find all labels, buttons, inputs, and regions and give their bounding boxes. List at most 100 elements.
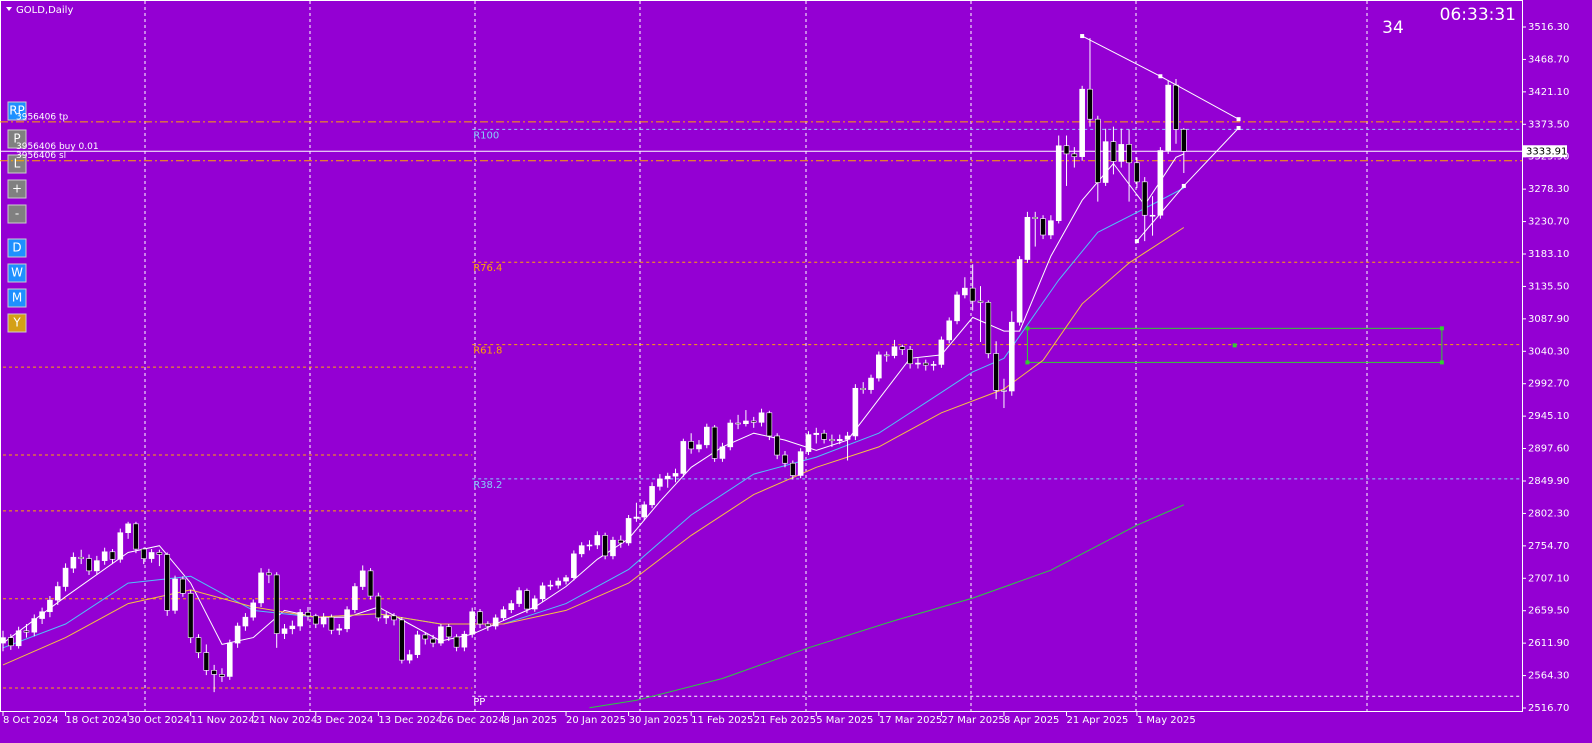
- candle-body: [657, 478, 663, 487]
- v-grid: [144, 1, 1368, 711]
- candle-body: [242, 616, 249, 627]
- timer: 06:33:31: [1440, 5, 1516, 25]
- tool-button-label[interactable]: D: [12, 241, 21, 255]
- trendline-handle: [1080, 34, 1085, 39]
- candle-body: [1149, 214, 1156, 217]
- candle-body: [266, 572, 272, 576]
- tool-button-label[interactable]: P: [13, 132, 20, 146]
- tool-button-label[interactable]: M: [12, 291, 22, 305]
- y-tick-label: 3087.90: [1528, 314, 1569, 325]
- candle-body: [1040, 218, 1046, 236]
- candle-body: [359, 570, 366, 587]
- trendline-handle: [1236, 126, 1241, 131]
- tool-button[interactable]: [7, 313, 27, 333]
- candle-body: [711, 426, 718, 459]
- candle-body: [868, 377, 874, 390]
- y-tick-label: 3421.10: [1528, 87, 1569, 98]
- candle-body: [625, 518, 632, 544]
- candle-body: [1048, 220, 1054, 236]
- pivot-label: R100: [473, 130, 499, 141]
- tool-button[interactable]: [7, 263, 27, 283]
- candle-body: [422, 634, 429, 640]
- tool-button-label[interactable]: +: [12, 182, 22, 196]
- candle-body: [164, 554, 171, 611]
- candle-body: [977, 300, 984, 303]
- candle-body: [1055, 145, 1062, 221]
- tool-button[interactable]: [7, 179, 27, 199]
- candle-body: [790, 462, 796, 476]
- y-tick-label: 2992.70: [1528, 379, 1569, 390]
- tool-button[interactable]: [7, 204, 27, 224]
- candle-body: [180, 578, 186, 594]
- candle-body: [782, 454, 788, 464]
- candle-body: [555, 580, 562, 586]
- tool-button-label[interactable]: L: [14, 157, 21, 171]
- candle-body: [101, 551, 108, 561]
- candle-body: [1134, 162, 1140, 183]
- candle-body: [766, 412, 773, 437]
- candle-body: [883, 354, 890, 357]
- candle-body: [907, 349, 913, 365]
- candle-body: [821, 432, 827, 440]
- candle-body: [305, 612, 311, 617]
- candle-body: [187, 593, 194, 638]
- candle-body: [1024, 216, 1031, 260]
- candle-body: [641, 504, 648, 518]
- tool-button[interactable]: [7, 129, 27, 149]
- candle-body: [743, 420, 749, 425]
- candle-body: [23, 630, 30, 633]
- candle-body: [954, 294, 960, 322]
- candle-body: [0, 637, 6, 644]
- candle-body: [117, 532, 124, 560]
- candle-body: [1063, 145, 1070, 155]
- candle-body: [1110, 141, 1117, 162]
- candle-body: [727, 422, 734, 448]
- y-tick-label: 2659.50: [1528, 606, 1569, 617]
- x-tick-label: 21 Apr 2025: [1067, 715, 1129, 726]
- zone-handle: [1232, 343, 1237, 348]
- tool-button-label[interactable]: RP: [9, 104, 25, 118]
- candle-body: [1157, 150, 1164, 216]
- tool-button[interactable]: [7, 238, 27, 258]
- tool-button-label[interactable]: -: [15, 207, 19, 221]
- candle-body: [234, 625, 241, 644]
- order-label: 3956406 buy 0.01: [16, 142, 99, 152]
- y-tick-label: 3183.10: [1528, 249, 1569, 260]
- pivot-label: R76.4: [473, 263, 502, 274]
- candle-body: [211, 670, 217, 675]
- tool-button[interactable]: [7, 288, 27, 308]
- tool-button-label[interactable]: Y: [12, 316, 21, 330]
- candle-body: [86, 558, 92, 572]
- candle-body: [383, 615, 389, 619]
- candle-body: [297, 612, 303, 627]
- candle-body: [946, 320, 953, 341]
- candle-body: [391, 615, 397, 621]
- candle-body: [829, 439, 835, 442]
- x-tick-label: 5 Mar 2025: [816, 715, 873, 726]
- candle-body: [1032, 216, 1039, 219]
- x-tick-label: 26 Dec 2024: [441, 715, 505, 726]
- candle-body: [125, 523, 131, 534]
- pivot-label: R38.2: [473, 480, 502, 491]
- menu-arrow[interactable]: [6, 7, 12, 11]
- y-tick-label: 3373.50: [1528, 119, 1569, 130]
- candle-body: [1001, 390, 1007, 392]
- tool-button[interactable]: [7, 154, 27, 174]
- y-tick-label: 2897.60: [1528, 444, 1569, 455]
- y-tick-label: 2564.30: [1528, 671, 1569, 682]
- tool-button[interactable]: [7, 101, 27, 121]
- y-tick-label: 3468.70: [1528, 54, 1569, 65]
- candle-body: [1141, 181, 1148, 216]
- pivot-label: R61.8: [473, 346, 502, 357]
- trendline-handle: [1134, 239, 1139, 244]
- candle-body: [602, 535, 608, 557]
- tool-button-label[interactable]: W: [11, 266, 23, 280]
- candle-body: [539, 585, 546, 600]
- x-tick-label: 21 Feb 2025: [754, 715, 816, 726]
- candle-body: [109, 551, 116, 560]
- candle-body: [578, 545, 585, 555]
- candle-body: [469, 611, 476, 635]
- candle-body: [289, 625, 296, 630]
